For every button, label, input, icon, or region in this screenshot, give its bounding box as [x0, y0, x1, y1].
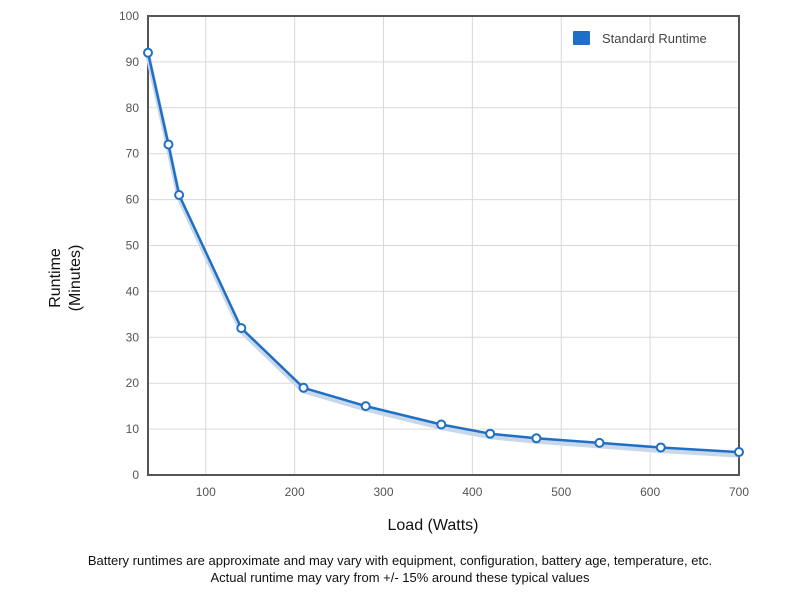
disclaimer-line-1: Battery runtimes are approximate and may…	[87, 553, 713, 568]
legend-label-standard-runtime: Standard Runtime	[602, 31, 707, 46]
data-point[interactable]	[174, 190, 185, 201]
x-axis-ticks: 100 200 300 400 500 600 700	[196, 485, 750, 499]
y-axis-title: Runtime	[47, 248, 64, 308]
y-tick-label: 80	[126, 101, 140, 115]
y-tick-label: 70	[126, 147, 140, 161]
data-point[interactable]	[298, 382, 309, 393]
series-line-standard-runtime	[146, 52, 740, 454]
series-layer	[143, 47, 744, 458]
x-axis-title: Load (Watts)	[388, 517, 479, 534]
y-tick-label: 20	[126, 376, 140, 390]
y-tick-label: 40	[126, 284, 140, 298]
y-tick-label: 30	[126, 330, 140, 344]
data-point[interactable]	[734, 447, 744, 458]
x-tick-label: 200	[285, 485, 305, 499]
y-tick-label: 0	[132, 468, 139, 482]
grid	[148, 16, 739, 475]
x-tick-label: 500	[551, 485, 571, 499]
x-tick-label: 400	[462, 485, 482, 499]
x-tick-label: 700	[729, 485, 749, 499]
data-point[interactable]	[531, 433, 542, 444]
x-tick-label: 300	[373, 485, 393, 499]
y-axis-ticks: 0 10 20 30 40 50 60 70 80 90 100	[119, 9, 139, 482]
data-point[interactable]	[163, 139, 174, 150]
y-tick-label: 60	[126, 193, 140, 207]
y-tick-label: 10	[126, 422, 140, 436]
legend[interactable]: Standard Runtime	[573, 31, 707, 46]
y-axis-unit: (Minutes)	[67, 245, 84, 312]
data-point[interactable]	[485, 428, 496, 439]
plot-area-frame	[147, 15, 740, 476]
data-point[interactable]	[655, 442, 666, 453]
disclaimer-line-2: Actual runtime may vary from +/- 15% aro…	[210, 570, 590, 585]
data-point[interactable]	[436, 419, 447, 430]
legend-swatch	[573, 31, 590, 45]
y-tick-label: 50	[126, 239, 140, 253]
data-point[interactable]	[360, 401, 371, 412]
data-point[interactable]	[594, 437, 605, 448]
x-tick-label: 600	[640, 485, 660, 499]
runtime-chart: 0 10 20 30 40 50 60 70 80 90 100 100 200 300 400 500 60…	[47, 9, 750, 534]
data-point[interactable]	[143, 47, 153, 58]
x-tick-label: 100	[196, 485, 216, 499]
y-tick-label: 100	[119, 9, 139, 23]
y-tick-label: 90	[126, 55, 140, 69]
data-point[interactable]	[236, 323, 247, 334]
